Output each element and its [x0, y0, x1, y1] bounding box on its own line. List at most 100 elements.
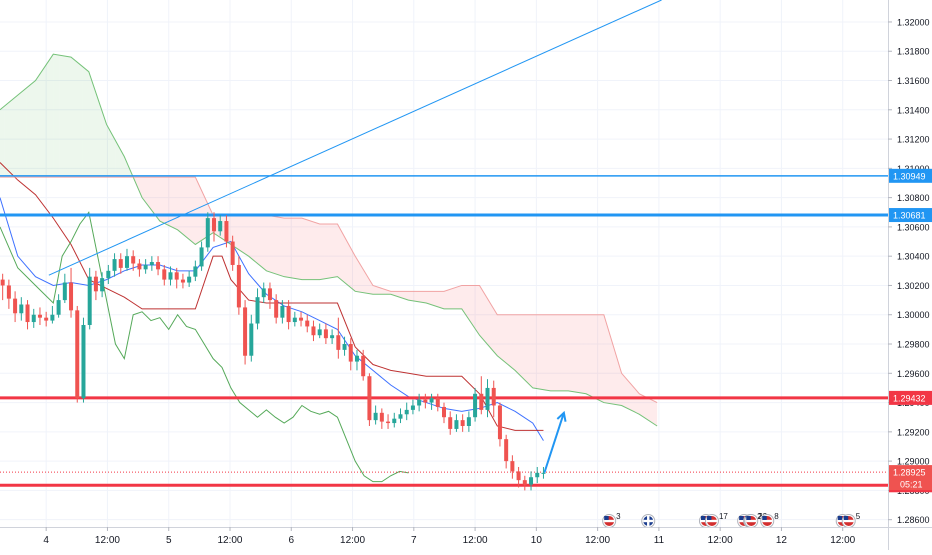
cloud-segment [408, 291, 411, 301]
cloud-segment [448, 289, 451, 309]
candle-body [0, 279, 5, 286]
countdown-bg [889, 478, 932, 491]
cloud-segment [184, 177, 187, 238]
cloud-segment [617, 358, 620, 406]
cloud-segment [95, 91, 98, 178]
cloud-segment [428, 291, 431, 305]
cloud-segment [270, 215, 274, 274]
cloud-segment [517, 314, 520, 375]
cloud-segment [139, 177, 143, 198]
cloud-segment [608, 329, 611, 404]
candle-body [230, 241, 235, 265]
cloud-segment [548, 314, 551, 391]
cloud-segment [588, 314, 591, 396]
cloud-segment [581, 314, 584, 394]
grid [0, 0, 888, 527]
cloud-segment [459, 285, 462, 309]
cloud-segment [477, 285, 480, 336]
cloud-segment [239, 215, 242, 252]
candle-body [187, 276, 192, 283]
projection-arrow-shaft[interactable] [543, 412, 565, 474]
candle-body [504, 439, 509, 462]
cloud-segment [335, 223, 338, 278]
cloud-segment [28, 84, 32, 178]
cloud-segment [281, 217, 285, 277]
flag-canton [739, 516, 744, 520]
cloud-segment [339, 228, 342, 281]
candle-body [261, 288, 266, 298]
cloud-segment [521, 314, 524, 380]
flag-canton [604, 516, 609, 520]
y-tick-label: 1.30200 [897, 281, 930, 291]
candle-body [410, 405, 415, 410]
cloud-segment [79, 64, 83, 178]
cloud-segment [344, 236, 347, 284]
candle-body [311, 326, 316, 336]
cloud-segment [508, 314, 511, 367]
candle-body [473, 393, 478, 418]
cloud-segment [319, 223, 322, 280]
cloud-segment [515, 314, 518, 373]
candle-body [25, 304, 30, 323]
candle-body [156, 262, 161, 270]
cloud-segment [457, 286, 460, 309]
cloud-segment [417, 291, 420, 302]
cloud-segment [46, 60, 49, 178]
cloud-segment [188, 177, 191, 241]
cloud-segment [463, 285, 467, 316]
cloud-segment [88, 71, 92, 178]
cloud-segment [497, 314, 500, 358]
cloud-segment [597, 314, 600, 401]
cloud-segment [495, 311, 498, 356]
candle-body [361, 355, 366, 377]
cloud-segment [646, 397, 649, 421]
cloud-segment [637, 391, 640, 415]
cloud-segment [326, 223, 329, 279]
cloud-segment [111, 132, 114, 178]
cloud-segment [66, 56, 69, 178]
y-tick-label: 1.28600 [897, 515, 930, 525]
cloud-segment [275, 216, 278, 275]
candle-body [162, 269, 167, 280]
candle-body [479, 393, 484, 410]
event-count: 2 [757, 512, 762, 521]
candle-body [243, 307, 248, 356]
cloud-segment [426, 291, 429, 304]
horizontal-levels[interactable] [0, 175, 888, 487]
projection-arrow-head[interactable] [556, 410, 567, 422]
cloud-segment [51, 54, 54, 178]
cloud-segment [13, 96, 16, 178]
candle-body [6, 285, 11, 299]
cloud-segment [146, 177, 149, 207]
senkou-span-b-line [0, 176, 658, 404]
cloud-segment [619, 365, 622, 406]
cloud-segment [519, 314, 522, 377]
cloud-segment [164, 177, 167, 225]
cloud-segment [541, 314, 544, 390]
cloud-segment [8, 100, 12, 178]
x-tick-label: 12:00 [217, 535, 242, 546]
candle-body [199, 247, 204, 267]
trend-lines[interactable] [48, 0, 662, 474]
candle-body [392, 418, 397, 424]
candle-body [286, 305, 291, 323]
candle-body [404, 409, 409, 415]
cloud-segment [486, 296, 489, 346]
cloud-segment [315, 222, 318, 280]
cloud-segment [124, 156, 127, 178]
trend-line[interactable] [48, 0, 662, 276]
candle-body [398, 414, 403, 419]
cloud-segment [455, 286, 458, 309]
cloud-segment [237, 215, 240, 251]
cloud-segment [295, 218, 298, 279]
cloud-segment [439, 291, 442, 309]
time-axis[interactable]: 4 12:00 5 12:00 6 12:00 7 12:00 10 12:00 11 12:00 12… [43, 527, 856, 546]
cloud-segment [654, 401, 658, 426]
cloud-segment [33, 80, 36, 178]
cloud-segment [468, 285, 471, 323]
y-tick-label: 1.29000 [897, 457, 930, 467]
cloud-segment [650, 399, 653, 424]
